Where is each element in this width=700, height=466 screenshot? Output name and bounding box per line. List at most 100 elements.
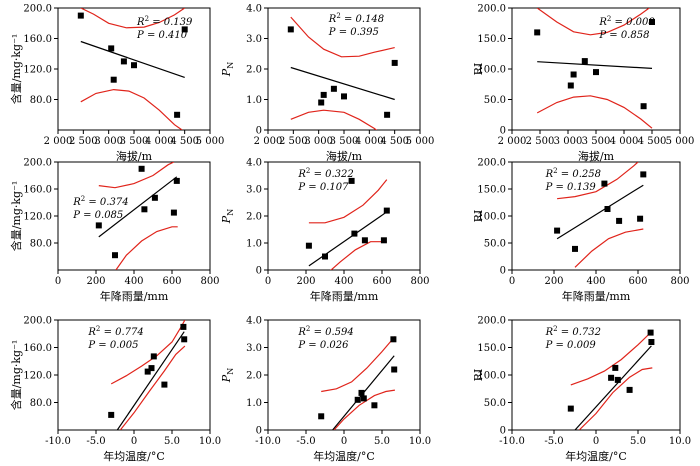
confidence-band-upper (536, 8, 650, 36)
x-tick-label: 4 500 (380, 136, 409, 147)
x-tick-label: 800 (670, 276, 689, 287)
x-tick-label: 10.0 (199, 436, 221, 447)
data-point (640, 171, 647, 178)
x-tick-label: 400 (334, 276, 353, 287)
regression-line (308, 211, 388, 267)
data-point (384, 111, 391, 118)
data-point (361, 237, 368, 244)
confidence-band-lower (80, 88, 183, 130)
y-axis-label: RI (472, 210, 485, 223)
x-tick-label: 3 000 (304, 136, 333, 147)
y-tick-label: 160.0 (23, 185, 52, 196)
x-axis-label: 海拔/m (578, 149, 615, 163)
y-tick-label: 0 (256, 426, 262, 437)
data-point (173, 177, 180, 184)
x-tick-label: 5.0 (374, 436, 390, 447)
chart-panel: 0 200 400 600 800 0 50.0 100.0 150.0 200.0 年降雨量/mm… (472, 158, 690, 304)
confidence-band-upper (557, 162, 639, 200)
data-point (614, 376, 621, 383)
y-tick-label: 2.0 (246, 371, 262, 382)
data-point (174, 111, 181, 118)
data-point (383, 207, 390, 214)
p-value-label: P = 0.005 (87, 340, 138, 351)
data-point (322, 253, 328, 260)
y-tick-label: 3.0 (246, 185, 262, 196)
plot-area (80, 8, 186, 130)
confidence-band-upper (321, 336, 396, 393)
data-point (131, 62, 137, 69)
y-tick-label: 1.0 (246, 398, 262, 409)
plot-area (308, 179, 388, 270)
x-tick-label: 5 000 (406, 136, 435, 147)
y-tick-label: 50.0 (484, 398, 506, 409)
x-tick-label: 0 (131, 436, 137, 447)
data-point (358, 389, 365, 396)
plot-area (98, 162, 178, 270)
y-tick-label: 0 (500, 266, 506, 277)
data-point (330, 85, 337, 92)
data-point (390, 336, 397, 343)
r-squared-label: R2 = 0.258 (545, 167, 601, 180)
y-axis-label: PN (220, 62, 235, 77)
y-axis-label: 含量/mg·kg⁻¹ (9, 34, 23, 105)
data-point (305, 242, 312, 249)
data-point (181, 26, 188, 33)
regression-line (98, 176, 178, 238)
y-axis-label: RI (472, 63, 485, 76)
data-point (287, 26, 294, 33)
data-point (77, 12, 84, 19)
y-tick-label: 160.0 (23, 34, 52, 45)
p-value-label: P = 0.026 (297, 340, 349, 351)
y-tick-label: 80.0 (30, 398, 52, 409)
y-tick-label: 200.0 (477, 158, 506, 169)
y-tick-label: 0 (256, 266, 262, 277)
chart-panel: 0 200 400 600 800 0 1.0 2.0 3.0 4.0 年降雨量/mm PN R2 = … (220, 158, 430, 304)
x-tick-label: -5.0 (296, 436, 315, 447)
y-tick-label: 100.0 (477, 65, 506, 76)
x-tick-label: 3 000 (94, 136, 123, 147)
regression-line (290, 66, 395, 101)
data-point (138, 165, 145, 172)
chart-panel: -10.0 -5.0 0 5.0 10.0 80.0 120.0 160.0 200.0 年均温度… (9, 316, 221, 464)
data-point (371, 402, 378, 409)
y-tick-label: 3.0 (246, 343, 262, 354)
data-point (120, 58, 127, 65)
p-value-label: P = 0.410 (136, 30, 188, 41)
x-axis-label: 年降雨量/mm (310, 289, 379, 303)
data-point (180, 323, 187, 330)
x-tick-label: 4 000 (355, 136, 384, 147)
data-point (354, 396, 361, 403)
data-point (318, 99, 325, 106)
y-tick-label: 150.0 (477, 185, 506, 196)
data-point (604, 206, 611, 212)
y-tick-label: 200.0 (477, 4, 506, 15)
p-value-label: P = 0.107 (297, 182, 349, 193)
data-point (150, 353, 157, 360)
data-point (593, 69, 599, 76)
y-tick-label: 120.0 (23, 371, 52, 382)
x-tick-label: 4 500 (638, 136, 667, 147)
x-tick-label: 600 (628, 276, 647, 287)
y-tick-label: 1.0 (246, 239, 262, 250)
data-point (320, 91, 327, 98)
confidence-band-lower (290, 109, 378, 130)
x-tick-label: 2 000 (44, 136, 73, 147)
data-point (534, 29, 541, 36)
data-point (637, 215, 644, 222)
x-tick-label: 0 (55, 276, 61, 287)
data-point (616, 217, 623, 224)
plot-area (321, 336, 396, 430)
y-tick-label: 150.0 (477, 343, 506, 354)
x-tick-label: 5.0 (164, 436, 180, 447)
x-tick-label: 0 (509, 276, 515, 287)
x-tick-label: 2 500 (526, 136, 555, 147)
x-tick-label: 3 500 (582, 136, 611, 147)
y-tick-label: 4.0 (246, 158, 262, 169)
y-axis-label: RI (472, 369, 485, 382)
y-tick-label: 160.0 (23, 343, 52, 354)
r-squared-label: R2 = 0.008 (598, 15, 654, 28)
data-point (341, 93, 347, 100)
p-value-label: P = 0.395 (328, 27, 379, 38)
